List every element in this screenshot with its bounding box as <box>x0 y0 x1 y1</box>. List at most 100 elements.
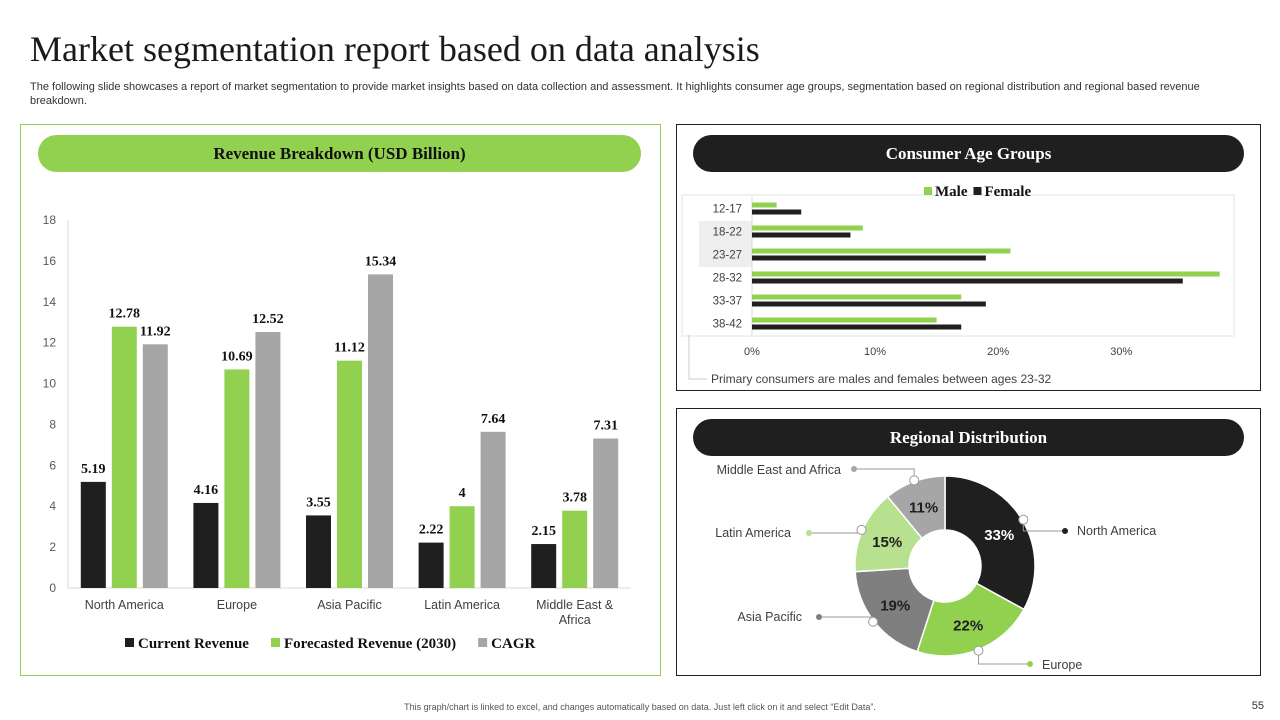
footer-note: This graph/chart is linked to excel, and… <box>404 702 876 712</box>
y-tick-label: 4 <box>49 499 56 513</box>
bar <box>480 431 506 588</box>
callout-anchor <box>856 524 867 535</box>
callout-anchor <box>909 475 920 486</box>
y-tick-label: 8 <box>49 417 56 431</box>
callout-line <box>1022 519 1065 532</box>
x-tick-label: Africa <box>559 613 591 627</box>
slice-value-label: 33% <box>984 527 1014 544</box>
chart-note: Primary consumers are males and females … <box>711 372 1051 386</box>
legend-label: CAGR <box>491 636 535 652</box>
legend-label: Male <box>935 184 968 200</box>
bar <box>193 502 219 588</box>
revenue-panel: Revenue Breakdown (USD Billion) 0 2 4 6 8 10 1… <box>20 124 661 676</box>
callout-anchor <box>973 645 984 656</box>
callout-line <box>809 529 862 534</box>
data-label: 10.69 <box>221 349 253 364</box>
age-chart-title: Consumer Age Groups <box>693 135 1244 172</box>
page-title: Market segmentation report based on data… <box>30 29 760 69</box>
x-tick-label: Latin America <box>424 598 500 612</box>
slice-label: Asia Pacific <box>737 610 802 624</box>
page-number: 55 <box>1251 700 1264 712</box>
slice-value-label: 19% <box>880 598 910 615</box>
data-label: 5.19 <box>81 462 106 477</box>
slice-value-label: 11% <box>909 500 938 517</box>
data-label: 4.16 <box>194 483 219 498</box>
page-subtitle: The following slide showcases a report o… <box>30 81 1200 107</box>
slice-label: Middle East and Africa <box>717 463 841 477</box>
age-chart: 12-17 18-22 23-27 28-32 33-37 38-42 0% 10% 20% 30… <box>681 184 1235 386</box>
data-label: 15.34 <box>365 254 397 269</box>
region-chart: 33% North America 22% Europe 19% Asia Pacific… <box>715 463 1156 672</box>
bar <box>111 326 137 588</box>
y-tick-label: 10 <box>43 377 57 391</box>
data-label: 11.92 <box>140 324 171 339</box>
y-tick-label: 28-32 <box>713 273 742 285</box>
legend-label: Female <box>984 184 1031 200</box>
x-tick-label: 0% <box>744 346 760 358</box>
bar <box>449 506 475 588</box>
bar <box>752 278 1183 284</box>
y-tick-label: 12-17 <box>713 204 742 216</box>
x-tick-label: Asia Pacific <box>317 598 382 612</box>
plot-frame <box>681 194 1235 337</box>
callout-dot <box>851 466 857 472</box>
legend-swatch <box>478 638 488 647</box>
y-tick-label: 38-42 <box>713 319 742 331</box>
bar <box>752 248 1011 254</box>
bar <box>752 209 802 215</box>
callout-anchor <box>1018 514 1029 525</box>
revenue-chart: 0 2 4 6 8 10 12 14 16 18 5.19 12.78 11.92 North Ameri… <box>43 213 631 652</box>
bar <box>752 317 937 323</box>
y-tick-label: 18 <box>43 213 57 227</box>
legend-label: Forecasted Revenue (2030) <box>284 636 456 652</box>
bar <box>80 481 106 588</box>
pie-slice <box>916 582 1025 657</box>
bar <box>752 202 777 208</box>
note-bracket <box>688 335 707 380</box>
bar <box>337 360 362 588</box>
legend-swatch <box>973 187 982 195</box>
y-tick-label: 0 <box>49 581 56 595</box>
x-tick-label: Middle East & <box>536 598 614 612</box>
bar <box>752 271 1220 277</box>
callout-dot <box>806 530 812 536</box>
bar <box>306 515 331 588</box>
bar <box>752 294 962 300</box>
bar <box>752 301 986 307</box>
bar <box>562 510 588 588</box>
pie-slice <box>854 567 935 653</box>
x-tick-label: North America <box>85 598 164 612</box>
slice-label: North America <box>1077 524 1156 538</box>
bar <box>224 369 250 588</box>
slice-label: Latin America <box>715 526 791 540</box>
legend-label: Current Revenue <box>138 636 249 652</box>
callout-dot <box>1027 661 1033 667</box>
bar <box>255 332 281 588</box>
bar <box>593 438 619 588</box>
data-label: 2.15 <box>531 524 556 539</box>
pie-slice <box>944 475 1036 611</box>
y-tick-label: 2 <box>49 540 56 554</box>
y-tick-label: 12 <box>43 336 57 350</box>
callout-dot <box>1062 528 1068 534</box>
data-label: 2.22 <box>419 523 444 538</box>
data-label: 12.78 <box>109 307 141 322</box>
slice-value-label: 22% <box>953 618 983 635</box>
bar <box>531 544 557 588</box>
data-label: 3.55 <box>306 495 331 510</box>
y-tick-label: 14 <box>43 295 57 309</box>
revenue-chart-title: Revenue Breakdown (USD Billion) <box>38 135 641 172</box>
highlight-band <box>699 221 752 267</box>
data-label: 4 <box>459 486 466 501</box>
y-tick-label: 16 <box>43 254 57 268</box>
callout-anchor <box>868 616 879 627</box>
data-label: 11.12 <box>334 341 365 356</box>
data-label: 3.78 <box>562 491 587 506</box>
bar <box>368 274 393 588</box>
region-chart-title: Regional Distribution <box>693 419 1244 456</box>
callout-line <box>977 650 1030 665</box>
data-label: 7.31 <box>593 419 618 434</box>
x-tick-label: 10% <box>864 346 886 358</box>
age-panel: Consumer Age Groups 12-17 18-22 23-27 28-32… <box>676 124 1261 391</box>
region-panel: Regional Distribution 33% North America 22… <box>676 408 1261 676</box>
